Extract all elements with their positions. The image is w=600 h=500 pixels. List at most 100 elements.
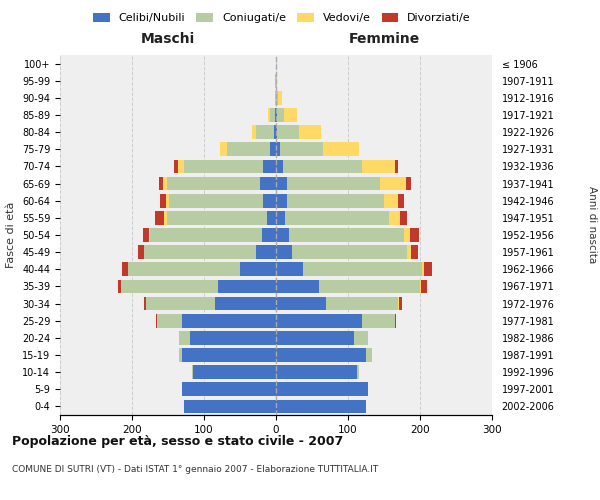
Legend: Celibi/Nubili, Coniugati/e, Vedovi/e, Divorziati/e: Celibi/Nubili, Coniugati/e, Vedovi/e, Di… bbox=[89, 8, 475, 28]
Bar bbox=[128, 262, 240, 276]
Bar bbox=[252, 126, 256, 139]
Bar bbox=[276, 108, 277, 122]
Bar bbox=[263, 194, 276, 207]
Bar bbox=[276, 366, 356, 379]
Bar bbox=[182, 382, 276, 396]
Bar bbox=[121, 280, 218, 293]
Bar bbox=[150, 228, 262, 242]
Bar bbox=[407, 246, 410, 259]
Bar bbox=[166, 194, 169, 207]
Bar bbox=[167, 176, 260, 190]
Bar bbox=[276, 348, 366, 362]
Bar bbox=[277, 108, 284, 122]
Bar bbox=[420, 280, 421, 293]
Bar bbox=[410, 228, 419, 242]
Bar bbox=[144, 246, 256, 259]
Bar bbox=[276, 176, 287, 190]
Bar bbox=[240, 262, 276, 276]
Bar bbox=[354, 331, 368, 344]
Bar bbox=[283, 160, 362, 173]
Bar bbox=[178, 160, 184, 173]
Bar bbox=[276, 74, 277, 88]
Text: Maschi: Maschi bbox=[141, 32, 195, 46]
Bar bbox=[268, 108, 269, 122]
Bar bbox=[276, 194, 287, 207]
Bar bbox=[167, 211, 268, 224]
Bar bbox=[400, 211, 407, 224]
Bar bbox=[182, 348, 276, 362]
Bar bbox=[160, 176, 163, 190]
Bar bbox=[395, 160, 398, 173]
Bar bbox=[182, 314, 276, 328]
Bar bbox=[404, 228, 410, 242]
Bar bbox=[263, 160, 276, 173]
Bar bbox=[122, 262, 128, 276]
Bar bbox=[292, 246, 407, 259]
Bar bbox=[256, 126, 274, 139]
Bar bbox=[276, 331, 354, 344]
Bar bbox=[362, 160, 395, 173]
Bar bbox=[274, 126, 276, 139]
Bar bbox=[276, 314, 362, 328]
Bar bbox=[319, 280, 420, 293]
Bar bbox=[144, 296, 146, 310]
Bar bbox=[260, 176, 276, 190]
Bar bbox=[160, 194, 166, 207]
Bar bbox=[193, 366, 276, 379]
Text: Femmine: Femmine bbox=[349, 32, 419, 46]
Bar bbox=[289, 228, 404, 242]
Bar bbox=[276, 211, 284, 224]
Bar bbox=[227, 142, 270, 156]
Bar bbox=[275, 108, 276, 122]
Bar bbox=[284, 108, 297, 122]
Bar bbox=[422, 262, 424, 276]
Bar bbox=[276, 262, 304, 276]
Bar bbox=[179, 348, 182, 362]
Bar bbox=[284, 211, 389, 224]
Bar bbox=[157, 314, 182, 328]
Bar bbox=[169, 194, 263, 207]
Bar bbox=[163, 176, 167, 190]
Bar bbox=[276, 142, 280, 156]
Bar bbox=[218, 280, 276, 293]
Text: COMUNE DI SUTRI (VT) - Dati ISTAT 1° gennaio 2007 - Elaborazione TUTTITALIA.IT: COMUNE DI SUTRI (VT) - Dati ISTAT 1° gen… bbox=[12, 465, 378, 474]
Bar bbox=[362, 314, 395, 328]
Bar bbox=[175, 160, 178, 173]
Bar bbox=[287, 194, 384, 207]
Bar bbox=[424, 262, 431, 276]
Bar bbox=[269, 108, 275, 122]
Bar bbox=[164, 211, 167, 224]
Bar bbox=[276, 228, 289, 242]
Bar bbox=[280, 142, 323, 156]
Bar bbox=[268, 211, 276, 224]
Bar bbox=[277, 126, 299, 139]
Bar bbox=[138, 246, 143, 259]
Bar bbox=[179, 331, 190, 344]
Bar bbox=[184, 160, 263, 173]
Text: Anni di nascita: Anni di nascita bbox=[587, 186, 597, 264]
Bar bbox=[299, 126, 320, 139]
Bar bbox=[276, 91, 278, 104]
Bar bbox=[399, 296, 402, 310]
Bar bbox=[149, 228, 150, 242]
Bar bbox=[275, 91, 276, 104]
Bar bbox=[118, 280, 121, 293]
Bar bbox=[155, 211, 164, 224]
Bar bbox=[304, 262, 422, 276]
Bar bbox=[398, 296, 399, 310]
Bar bbox=[421, 280, 427, 293]
Bar bbox=[184, 400, 276, 413]
Bar bbox=[276, 382, 368, 396]
Bar bbox=[278, 91, 282, 104]
Bar bbox=[384, 194, 398, 207]
Bar bbox=[287, 176, 380, 190]
Bar bbox=[406, 176, 412, 190]
Bar bbox=[410, 246, 418, 259]
Bar bbox=[366, 348, 372, 362]
Bar bbox=[389, 211, 400, 224]
Bar bbox=[220, 142, 227, 156]
Bar bbox=[270, 142, 276, 156]
Bar bbox=[262, 228, 276, 242]
Bar bbox=[276, 126, 277, 139]
Bar bbox=[143, 228, 149, 242]
